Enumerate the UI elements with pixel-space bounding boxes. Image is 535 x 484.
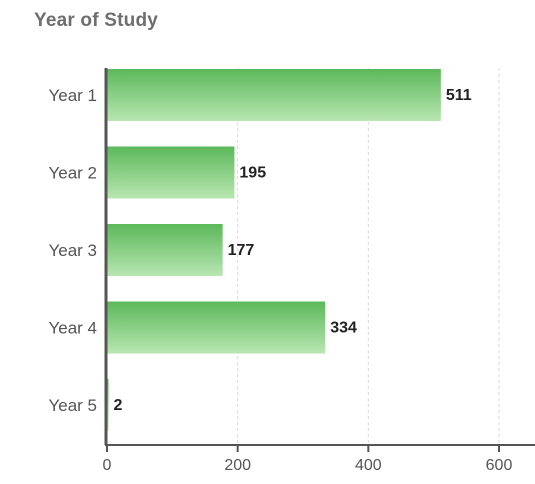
category-label: Year 3 bbox=[48, 241, 97, 260]
bar-year-5 bbox=[107, 379, 109, 431]
category-label: Year 5 bbox=[48, 396, 97, 415]
x-tick-label: 400 bbox=[355, 457, 382, 474]
bars bbox=[107, 69, 441, 431]
data-label: 195 bbox=[239, 165, 266, 182]
data-label: 177 bbox=[228, 242, 255, 259]
bar-year-2 bbox=[107, 146, 235, 199]
grid-lines bbox=[237, 68, 500, 445]
chart-title: Year of Study bbox=[34, 10, 159, 31]
labels: Year 1 511 Year 2 195 Year 3 177 Year 4 334 Year… bbox=[48, 86, 512, 474]
axes bbox=[104, 68, 535, 452]
data-label: 2 bbox=[114, 397, 123, 414]
data-label: 334 bbox=[330, 320, 357, 337]
bar-year-3 bbox=[107, 224, 223, 276]
data-label: 511 bbox=[446, 87, 472, 104]
bar-year-1 bbox=[107, 69, 441, 121]
bar-year-4 bbox=[107, 301, 326, 354]
category-label: Year 1 bbox=[48, 86, 97, 105]
category-label: Year 2 bbox=[48, 164, 97, 183]
category-label: Year 4 bbox=[48, 319, 97, 338]
x-tick-label: 0 bbox=[103, 457, 112, 474]
x-tick-label: 600 bbox=[486, 457, 513, 474]
x-tick-label: 200 bbox=[224, 457, 251, 474]
